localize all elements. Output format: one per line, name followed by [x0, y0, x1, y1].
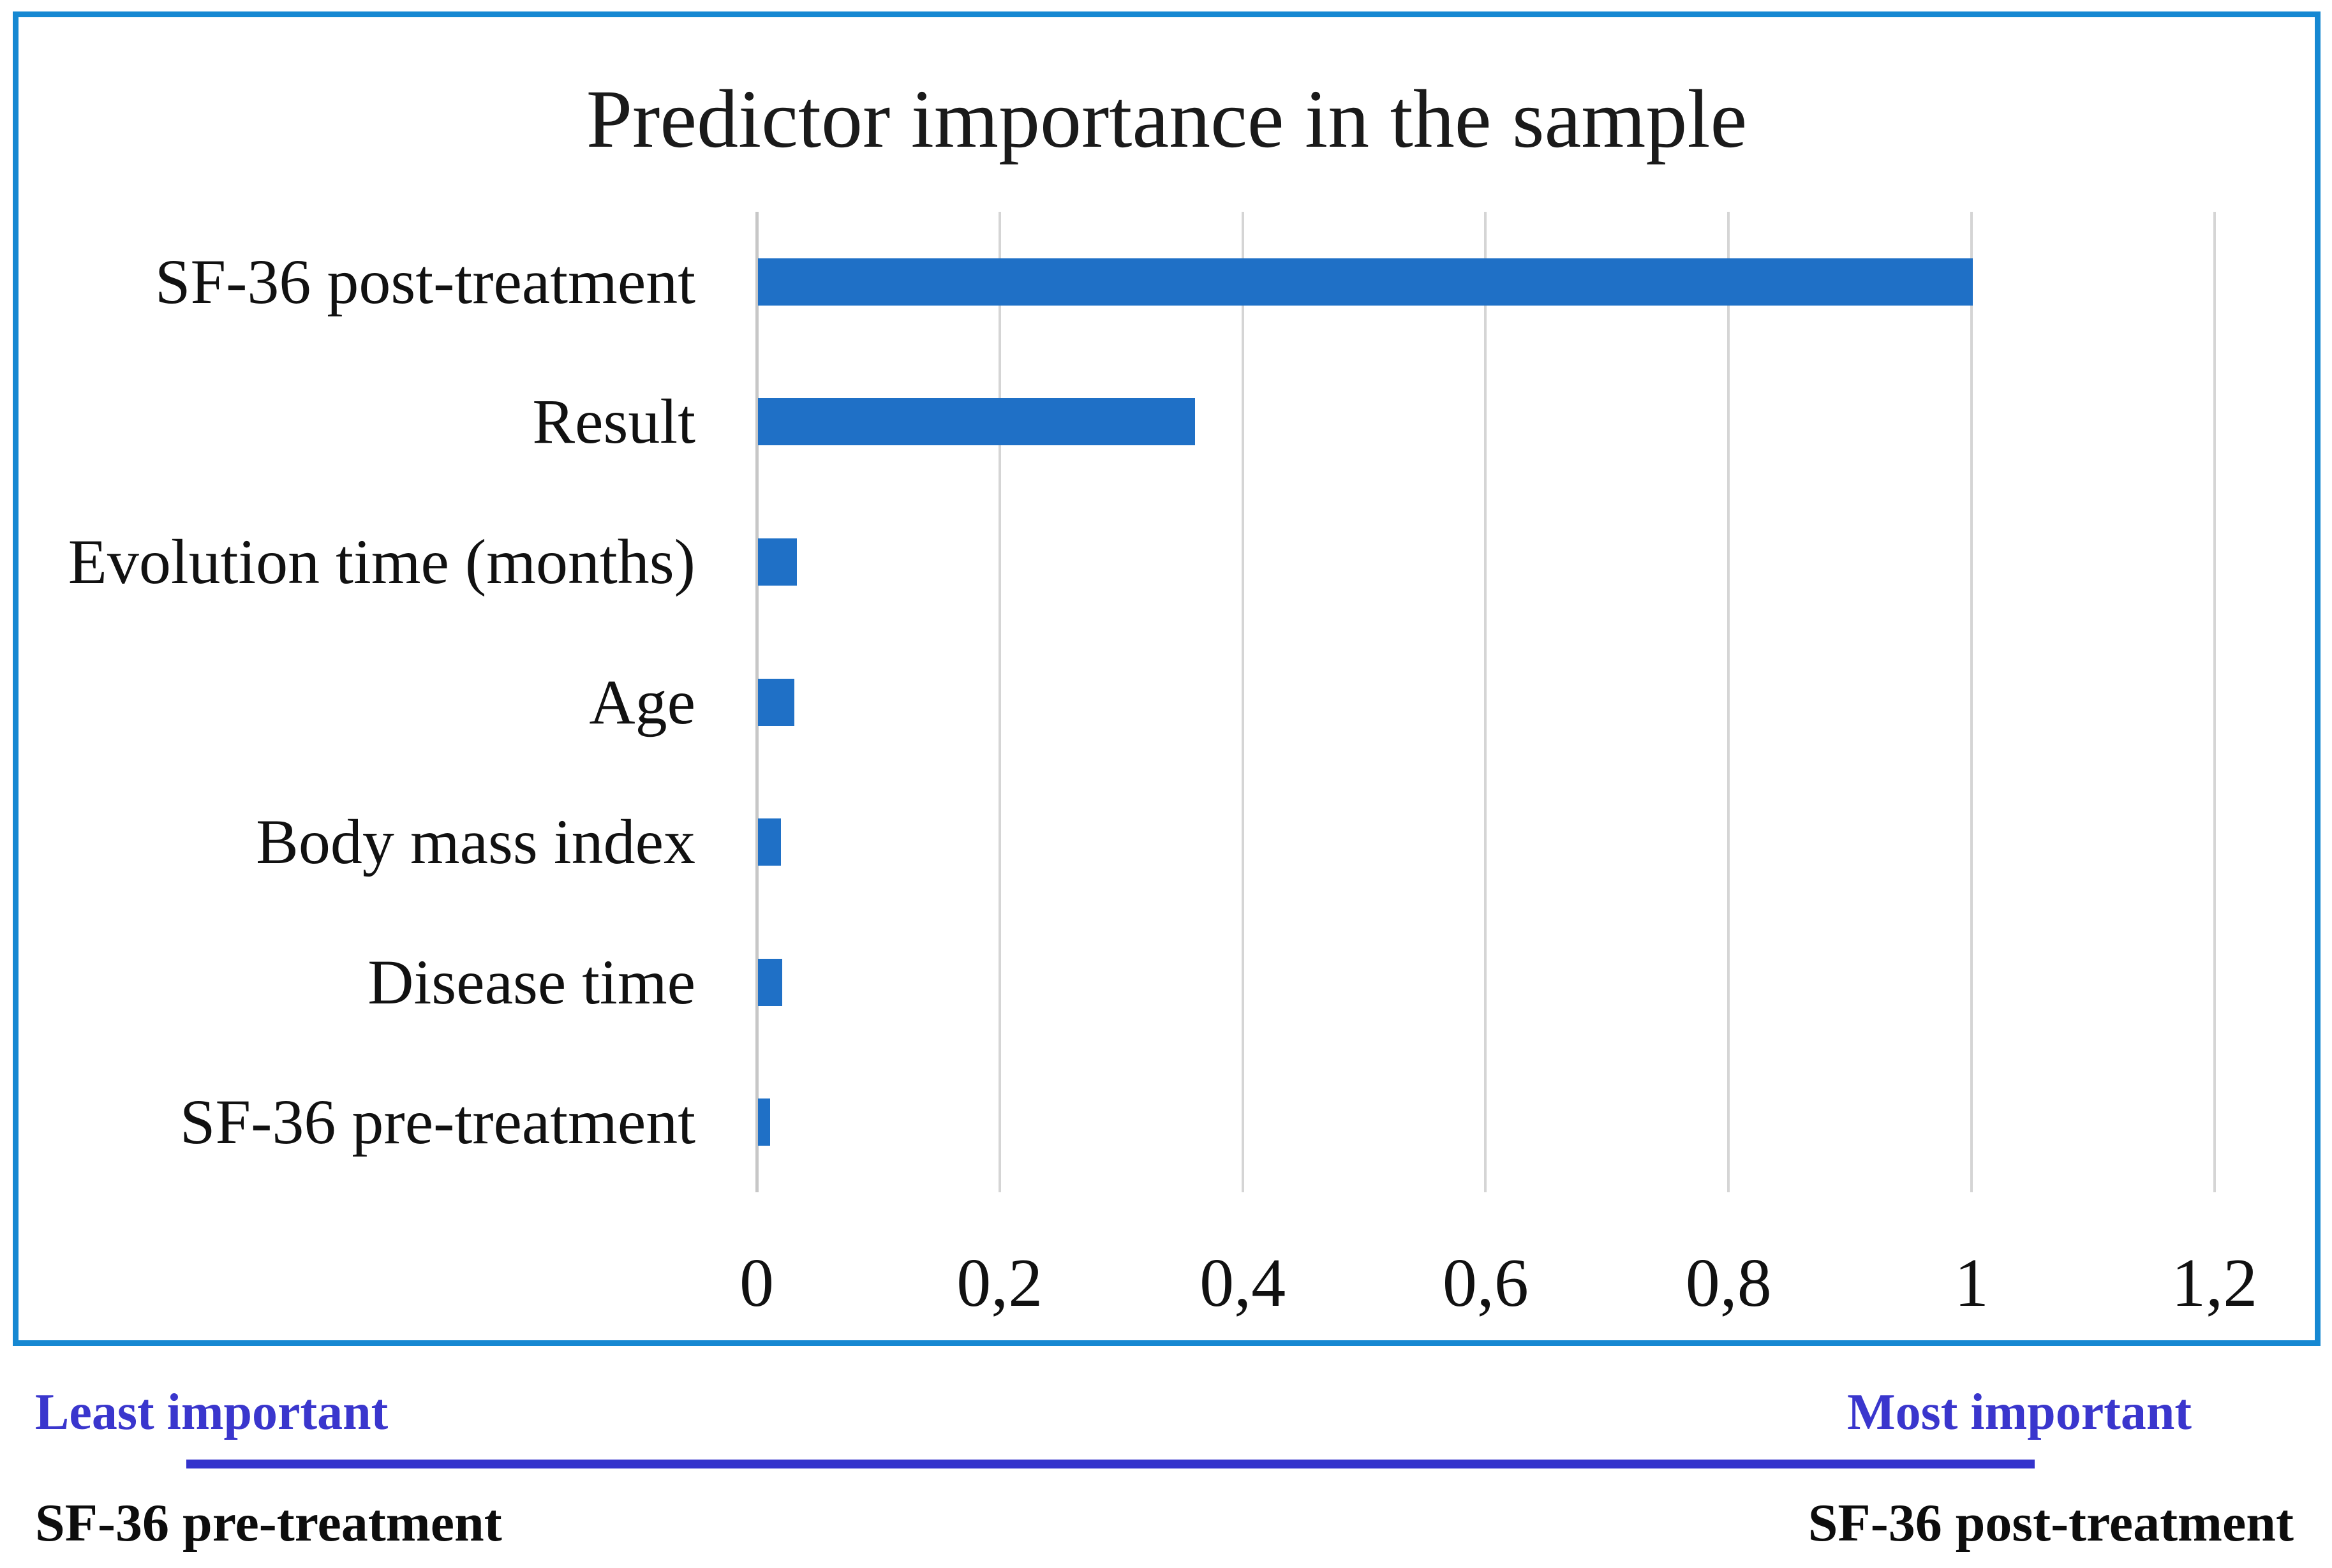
right-predictor-label: SF-36 post-treatment	[1808, 1493, 2294, 1553]
y-category-label: SF-36 pre-treatment	[179, 1086, 695, 1158]
chart-frame	[13, 11, 2321, 1346]
bar	[758, 818, 781, 866]
y-category-label: Result	[532, 386, 695, 457]
bar	[758, 958, 782, 1006]
bar	[758, 538, 797, 586]
x-tick-label: 1,2	[2171, 1245, 2258, 1321]
bar	[758, 398, 1195, 446]
most-important-label: Most important	[1847, 1384, 2192, 1440]
x-tick-label: 0,2	[956, 1245, 1043, 1321]
left-predictor-label: SF-36 pre-treatment	[35, 1493, 502, 1553]
chart-title: Predictor importance in the sample	[586, 73, 1748, 165]
bar	[758, 258, 1973, 306]
gridline	[1241, 212, 1244, 1192]
bar	[758, 678, 794, 726]
gridline	[1484, 212, 1487, 1192]
y-category-label: Body mass index	[256, 806, 695, 878]
x-tick-label: 0,4	[1199, 1245, 1286, 1321]
x-tick-label: 0	[739, 1245, 774, 1321]
x-tick-label: 0,6	[1442, 1245, 1529, 1321]
gridline	[1727, 212, 1730, 1192]
least-important-label: Least important	[35, 1384, 389, 1440]
y-category-label: Evolution time (months)	[68, 526, 695, 597]
y-axis-line	[755, 212, 759, 1192]
gridline	[2213, 212, 2216, 1192]
y-category-label: Age	[589, 666, 695, 737]
x-tick-label: 0,8	[1685, 1245, 1772, 1321]
y-category-label: SF-36 post-treatment	[154, 246, 695, 317]
y-category-label: Disease time	[368, 946, 695, 1017]
gridline	[998, 212, 1001, 1192]
bar	[758, 1098, 770, 1146]
gridline	[1970, 212, 1973, 1192]
x-tick-label: 1	[1954, 1245, 1989, 1321]
importance-scale-line	[186, 1460, 2035, 1468]
